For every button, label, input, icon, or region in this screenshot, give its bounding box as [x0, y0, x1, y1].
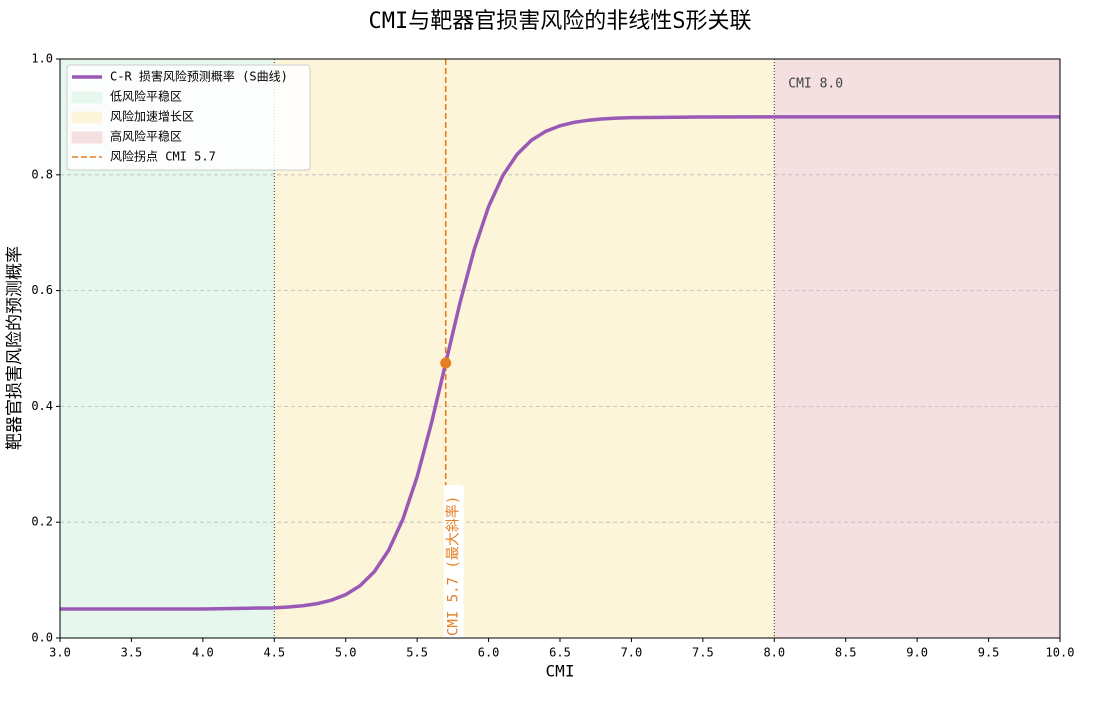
x-tick-label: 6.0	[478, 646, 500, 660]
x-tick-label: 7.5	[692, 646, 714, 660]
y-tick-label: 1.0	[31, 52, 53, 66]
x-tick-label: 3.0	[49, 646, 71, 660]
legend-label: 风险拐点 CMI 5.7	[110, 149, 216, 164]
y-tick-label: 0.4	[31, 399, 53, 413]
line	[59, 115, 1060, 611]
legend-box	[66, 64, 311, 171]
plot-frame	[59, 58, 1061, 639]
legend-swatch	[71, 131, 103, 144]
x-tick-label: 4.0	[192, 646, 214, 660]
x-tick-label: 8.0	[763, 646, 785, 660]
x-tick-label: 10.0	[1046, 646, 1075, 660]
x-tick-label: 9.0	[906, 646, 928, 660]
annotation-box	[443, 485, 464, 640]
x-tick-label: 8.5	[835, 646, 857, 660]
legend-label: 风险加速增长区	[110, 109, 194, 124]
y-axis-label: 靶器官损害风险的预测概率	[5, 246, 25, 450]
x-tick-label: 4.5	[263, 646, 285, 660]
annotation: CMI 5.7 (最大斜率)	[445, 496, 462, 636]
zone	[274, 59, 775, 638]
y-tick-label: 0.2	[31, 515, 53, 529]
legend-label: 低风险平稳区	[110, 89, 182, 104]
chart-title: CMI与靶器官损害风险的非线性S形关联	[369, 9, 752, 34]
x-tick-label: 9.5	[978, 646, 1000, 660]
y-tick-label: 0.6	[31, 283, 53, 297]
legend-swatch	[71, 111, 103, 124]
y-tick-label: 0.8	[31, 167, 53, 181]
annotation: CMI 8.0	[788, 77, 843, 92]
x-tick-label: 3.5	[121, 646, 143, 660]
legend-swatch	[71, 91, 103, 104]
x-tick-label: 5.0	[335, 646, 357, 660]
zone	[774, 59, 1060, 638]
x-tick-label: 6.5	[549, 646, 571, 660]
x-tick-label: 7.0	[621, 646, 643, 660]
legend-label: C-R 损害风险预测概率 (S曲线)	[110, 69, 288, 84]
y-tick-label: 0.0	[31, 631, 53, 645]
x-tick-label: 5.5	[406, 646, 428, 660]
legend-label: 高风险平稳区	[110, 129, 182, 144]
inflection-point	[440, 357, 452, 369]
legend: C-R 损害风险预测概率 (S曲线) 低风险平稳区风险加速增长区高风险平稳区风险拐…	[66, 64, 311, 171]
x-axis-label: CMI	[546, 662, 575, 681]
